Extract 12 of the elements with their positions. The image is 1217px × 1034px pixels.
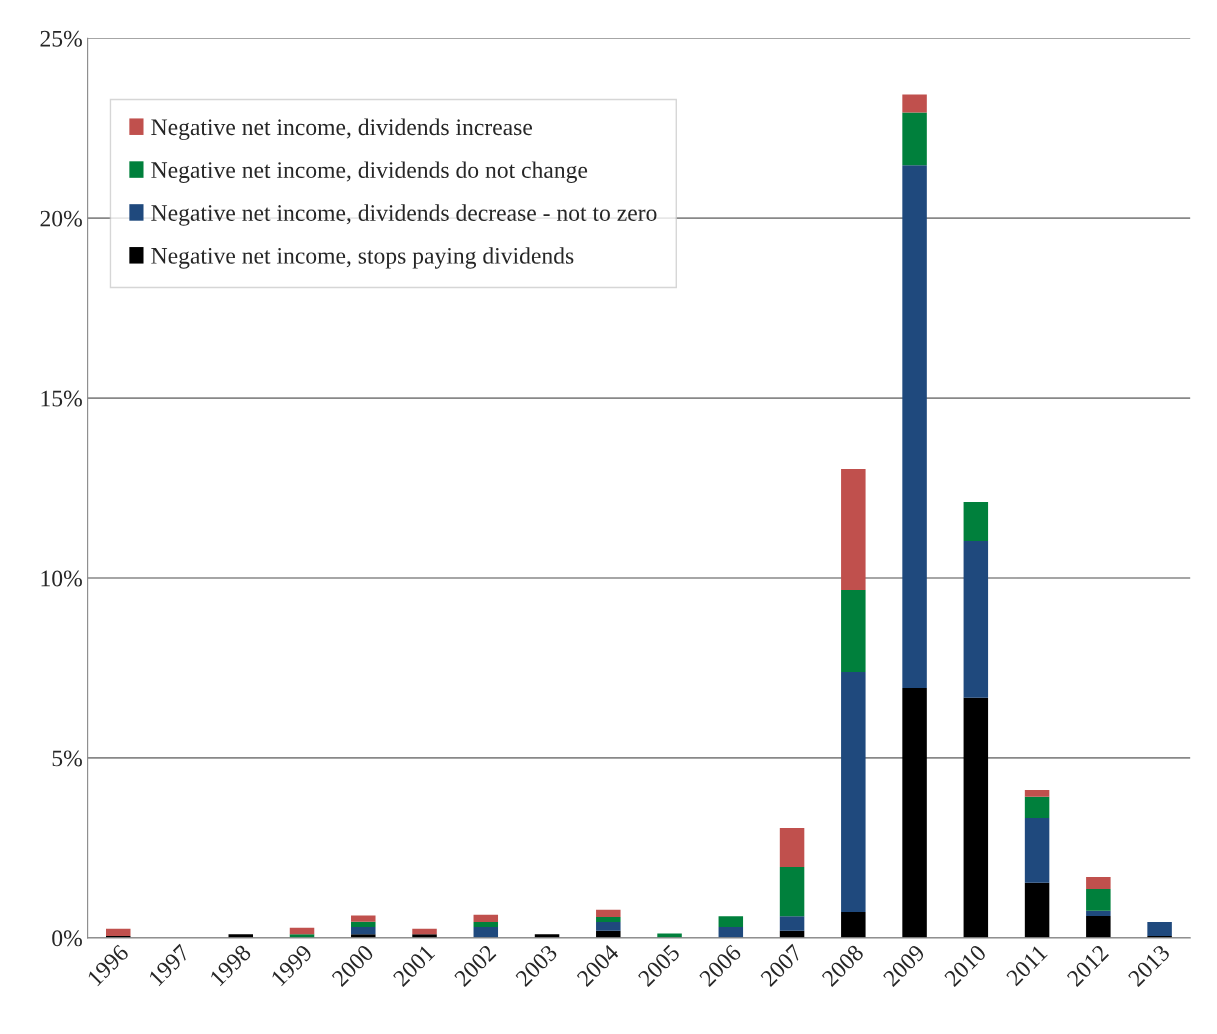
y-tick-label: 25% <box>40 30 82 47</box>
x-tick-label: 1999 <box>270 943 314 987</box>
legend-label: Negative net income, dividends do not change <box>151 161 588 183</box>
y-tick-label: 5% <box>52 750 82 767</box>
y-tick-label: 15% <box>41 390 82 407</box>
y-tick-label: 10% <box>41 570 82 587</box>
legend-label: Negative net income, stops paying dividends <box>151 247 574 269</box>
y-tick-label: 0% <box>52 930 82 947</box>
x-tick-label: 2011 <box>1005 944 1048 987</box>
y-tick-label: 20% <box>40 210 82 227</box>
legend-label: Negative net income, dividends increase <box>151 118 532 141</box>
legend-label: Negative net income, dividends decrease - not to zero <box>151 204 657 226</box>
